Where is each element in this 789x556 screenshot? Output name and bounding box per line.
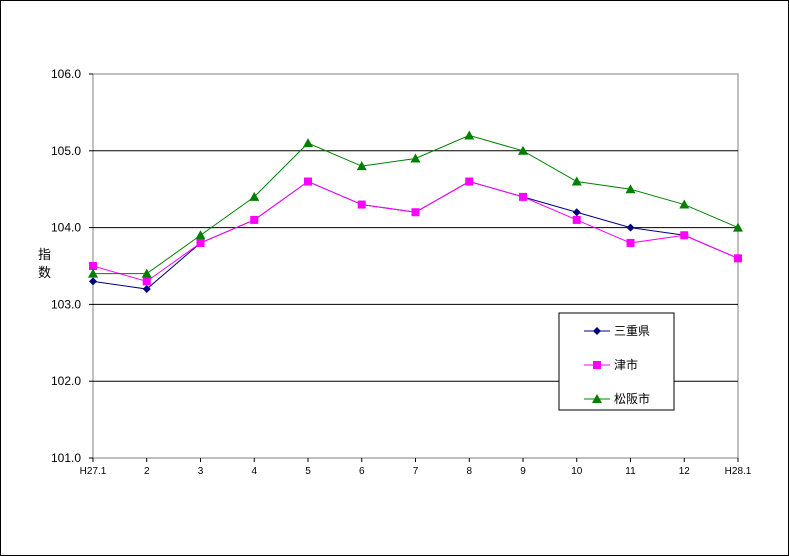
- data-point: [733, 222, 743, 232]
- series-2: [89, 177, 742, 286]
- data-point: [464, 130, 475, 140]
- data-point: [250, 215, 259, 224]
- data-point: [626, 238, 635, 247]
- y-axis-ticks: 106.0 105.0 104.0 103.0 102.0 101.0: [51, 67, 93, 465]
- x-tick-label: 7: [413, 466, 419, 477]
- y-tick-label: 101.0: [51, 451, 81, 465]
- x-axis-ticks: H27.1 2 3 4 5 6 7 8 9 10 11 12 H28.1: [80, 458, 752, 477]
- data-point: [195, 230, 206, 240]
- x-tick-label: 9: [520, 466, 526, 477]
- legend-marker: [592, 394, 602, 403]
- y-axis-label-1: 指: [38, 248, 51, 263]
- y-tick-label: 102.0: [51, 374, 81, 388]
- data-point: [518, 145, 528, 155]
- legend-label: 松阪市: [614, 391, 650, 406]
- data-point: [88, 268, 98, 278]
- legend-label: 三重県: [614, 324, 650, 338]
- x-tick-label: 4: [251, 466, 257, 477]
- x-tick-label: H27.1: [80, 466, 107, 477]
- data-point: [572, 208, 581, 217]
- series-group: [88, 130, 743, 294]
- data-point: [734, 254, 742, 263]
- y-axis-label-2: 数: [38, 266, 51, 281]
- data-point: [89, 262, 97, 270]
- legend-marker: [593, 327, 601, 335]
- data-point: [411, 208, 420, 217]
- data-point: [141, 268, 152, 278]
- data-point: [303, 138, 313, 148]
- data-point: [89, 277, 97, 286]
- x-tick-label: 10: [571, 466, 583, 477]
- data-point: [357, 200, 366, 209]
- data-point: [626, 223, 635, 232]
- data-point: [304, 177, 312, 186]
- y-tick-label: 103.0: [51, 297, 81, 311]
- x-tick-label: 3: [198, 466, 204, 477]
- data-point: [625, 184, 636, 194]
- data-point: [519, 192, 527, 201]
- data-point: [356, 161, 367, 171]
- data-point: [142, 285, 151, 294]
- legend-box: [558, 312, 675, 411]
- data-point: [410, 153, 421, 163]
- x-tick-label: H28.1: [725, 466, 752, 477]
- y-tick-label: 105.0: [51, 144, 81, 158]
- legend-marker: [593, 361, 601, 369]
- data-point: [196, 238, 205, 247]
- data-point: [571, 176, 582, 186]
- data-point: [572, 215, 581, 224]
- x-tick-label: 6: [359, 466, 365, 477]
- x-tick-label: 12: [679, 466, 691, 477]
- x-tick-label: 5: [305, 466, 311, 477]
- series-3: [88, 130, 743, 278]
- legend-label: 津市: [614, 357, 638, 372]
- y-tick-label: 106.0: [51, 67, 81, 81]
- x-tick-label: 2: [144, 466, 150, 477]
- data-point: [679, 199, 690, 209]
- x-tick-label: 11: [625, 466, 636, 477]
- data-point: [465, 177, 474, 186]
- data-point: [142, 277, 151, 286]
- x-tick-label: 8: [466, 466, 472, 477]
- data-point: [680, 231, 689, 240]
- y-tick-label: 104.0: [51, 221, 81, 235]
- data-point: [249, 191, 260, 201]
